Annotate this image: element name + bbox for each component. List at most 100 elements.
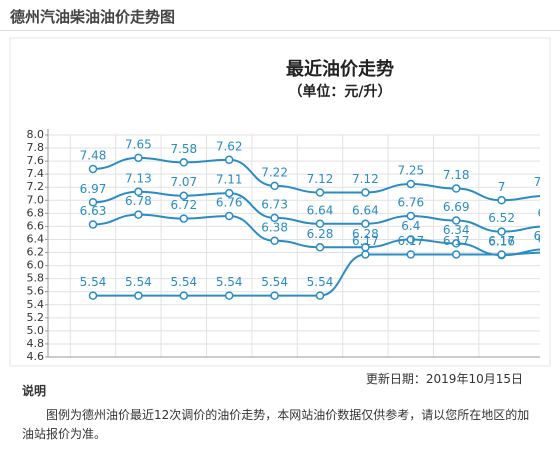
- note-text: 图例为德州油价最近12次调价的油价走势，本网站油价数据仅供参考，请以您所在地区的…: [22, 408, 530, 441]
- value-label: 6.73: [261, 197, 288, 211]
- point: [134, 210, 143, 219]
- point: [497, 227, 506, 236]
- point: [88, 198, 98, 207]
- value-label: 7.22: [261, 165, 288, 179]
- point: [270, 181, 279, 191]
- y-tick-label: 6.2: [27, 246, 45, 259]
- value-label: 6.17: [397, 234, 424, 248]
- y-tick-label: 7.8: [27, 141, 45, 154]
- value-label: 5.54: [80, 275, 107, 289]
- point: [451, 250, 461, 259]
- y-tick-label: 8.0: [27, 128, 45, 141]
- point: [88, 291, 98, 300]
- point: [179, 291, 189, 300]
- value-label: 7.07: [170, 175, 197, 189]
- y-tick-label: 5.8: [27, 272, 45, 285]
- value-label: 6.69: [443, 200, 470, 214]
- value-label: 6.76: [216, 195, 243, 209]
- value-label: 6.17: [488, 234, 515, 248]
- point: [361, 219, 370, 229]
- point: [134, 153, 143, 163]
- y-tick-label: 4.8: [27, 337, 45, 350]
- point: [224, 211, 234, 221]
- point: [270, 236, 279, 246]
- y-tick-label: 7.4: [27, 167, 45, 180]
- chart-subtitle: （单位：元/升）: [288, 83, 391, 100]
- y-tick-label: 5.6: [27, 285, 45, 298]
- point: [406, 235, 416, 244]
- value-label: 6.78: [125, 194, 152, 208]
- point: [179, 191, 189, 200]
- point: [497, 196, 506, 205]
- divider: [0, 30, 560, 31]
- value-label: 6.34: [443, 223, 470, 237]
- value-label: 6.52: [488, 211, 515, 225]
- value-label: 5.54: [125, 275, 152, 289]
- point: [451, 216, 461, 225]
- y-tick-label: 6.6: [27, 219, 45, 232]
- value-label: 6.6: [537, 206, 556, 220]
- value-label: 6.64: [307, 203, 334, 217]
- point: [134, 291, 143, 300]
- y-tick-label: 6.8: [27, 206, 45, 219]
- y-tick-label: 5.0: [27, 324, 45, 337]
- value-label: 7.58: [170, 142, 197, 156]
- point: [451, 184, 461, 193]
- value-label: 6.72: [170, 198, 197, 212]
- point: [451, 239, 461, 248]
- point: [544, 246, 551, 253]
- point: [88, 164, 98, 174]
- y-tick-label: 7.0: [27, 193, 45, 206]
- value-label: 7.12: [307, 172, 334, 186]
- point: [224, 291, 234, 300]
- value-label: 5.54: [307, 275, 334, 289]
- value-label: 7.25: [397, 163, 424, 177]
- y-tick-label: 6.4: [27, 232, 45, 245]
- value-label: 6.4: [401, 219, 420, 233]
- point: [497, 250, 506, 259]
- y-tick-label: 7.6: [27, 154, 45, 167]
- point: [315, 291, 325, 300]
- value-label: 7.65: [125, 137, 152, 151]
- y-tick-label: 5.2: [27, 311, 45, 324]
- point: [406, 250, 416, 259]
- value-label: 6.17: [443, 234, 470, 248]
- value-label: 6.28: [352, 227, 379, 241]
- point: [361, 188, 370, 197]
- point: [544, 192, 551, 199]
- point: [544, 249, 551, 256]
- chart-frame: [9, 37, 551, 367]
- y-tick-label: 6.0: [27, 259, 45, 272]
- point: [406, 179, 416, 189]
- point: [88, 220, 98, 229]
- value-label: 6.97: [80, 182, 107, 196]
- point: [406, 211, 416, 221]
- value-label: 6.2: [537, 232, 556, 246]
- value-label: 7.48: [80, 148, 107, 162]
- value-label: 5.54: [170, 275, 197, 289]
- point: [179, 158, 189, 167]
- y-tick-label: 7.2: [27, 180, 45, 193]
- point: [315, 188, 325, 197]
- page-title: 德州汽油柴油油价走势图: [10, 8, 176, 26]
- value-label: 6.64: [352, 203, 379, 217]
- value-label: 6.25: [534, 229, 560, 243]
- value-label: 7.07: [534, 175, 560, 189]
- point: [270, 291, 279, 300]
- value-label: 6.28: [307, 227, 334, 241]
- value-label: 6.76: [397, 195, 424, 209]
- value-label: 7.62: [216, 139, 243, 153]
- value-label: 5.54: [261, 275, 288, 289]
- point: [315, 219, 325, 229]
- point: [361, 250, 370, 259]
- point: [224, 155, 234, 165]
- value-label: 7.13: [125, 171, 152, 185]
- chart-title: 最近油价走势: [286, 58, 394, 80]
- y-tick-label: 5.4: [27, 298, 45, 311]
- point: [224, 188, 234, 198]
- value-label: 7.18: [443, 168, 470, 182]
- value-label: 5.54: [216, 275, 243, 289]
- point: [270, 213, 279, 223]
- value-label: 7.12: [352, 172, 379, 186]
